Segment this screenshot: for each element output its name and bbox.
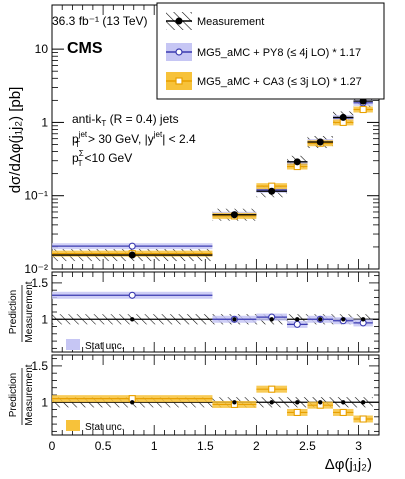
ratio-measurement-marker xyxy=(269,400,274,405)
ratio-y-tick-label: 1 xyxy=(41,395,48,409)
ratio-marker xyxy=(293,408,301,417)
ratio-measurement-marker xyxy=(295,400,300,405)
jet-cut-annotation: pjet T > 30 GeV, |yjet| < 2.4 xyxy=(72,130,196,149)
measurement-marker xyxy=(293,158,301,166)
legend-measurement-label: Measurement xyxy=(197,16,264,28)
legend-ca3-marker xyxy=(175,77,183,85)
ratio-ca3-y-label: Prediction Measurement xyxy=(8,364,35,425)
ratio-plot-ca3-area: 1 1.5 0 0.5 1 1.5 2 2.5 3 xyxy=(31,358,379,453)
main-y-tick-label: 10⁻² xyxy=(24,262,48,276)
ratio-measurement-marker xyxy=(269,317,274,322)
ratio-marker xyxy=(128,291,136,299)
legend-measurement-marker xyxy=(175,17,183,25)
legend-py8-label: MG5_aMC + PY8 (≤ 4j LO) * 1.17 xyxy=(197,47,361,59)
measurement-marker xyxy=(230,211,238,219)
cms-label: CMS xyxy=(67,40,103,57)
ratio-py8-y-label-top: Prediction xyxy=(8,290,19,334)
ratio-ca3-y-label-top: Prediction xyxy=(8,373,19,417)
ratio-y-tick-label: 1 xyxy=(41,312,48,326)
ratio-measurement-marker xyxy=(232,400,237,405)
ratio-py8-y-label-bottom: Measurement xyxy=(24,281,35,342)
selection-annotations: anti-kT (R = 0.4) jets pjet T > 30 GeV, |y… xyxy=(72,112,196,168)
ratio-measurement-marker xyxy=(341,400,346,405)
jets-annotation: anti-kT (R = 0.4) jets xyxy=(72,112,179,128)
measurement-marker xyxy=(268,187,276,195)
ratio-marker xyxy=(268,385,276,393)
main-y-tick-label: 1 xyxy=(41,115,48,129)
ratio-measurement-marker xyxy=(318,400,323,405)
lumi-label: 36.3 fb⁻¹ (13 TeV) xyxy=(52,14,148,28)
ratio-measurement-marker xyxy=(360,317,366,322)
measurement-marker xyxy=(339,113,347,121)
x-tick-label: 0 xyxy=(49,439,56,453)
x-tick-label: 1.5 xyxy=(197,439,214,453)
py8-stat-unc-swatch xyxy=(66,339,80,350)
py8-marker xyxy=(128,242,136,250)
main-y-tick-label: 10⁻¹ xyxy=(24,189,48,203)
ratio-marker xyxy=(359,415,367,423)
legend-box xyxy=(156,2,385,100)
legend-ca3-label: MG5_aMC + CA3 (≤ 3j LO) * 1.27 xyxy=(197,76,362,88)
ca3-marker xyxy=(359,105,367,114)
ratio-marker xyxy=(293,320,301,328)
ca3-stat-unc-label: Stat unc. xyxy=(85,422,124,433)
main-plot-area: 10⁻² 10⁻¹ 1 10 xyxy=(24,5,380,435)
ptbal-cut-annotation: pΣ T <10 GeV xyxy=(72,149,132,168)
ratio-measurement-marker xyxy=(295,317,300,322)
ratio-y-tick-label: 1.5 xyxy=(31,276,48,290)
ratio-y-tick-label: 1.5 xyxy=(31,359,48,373)
measurement-marker xyxy=(316,138,324,146)
ratio-ca3-y-label-bottom: Measurement xyxy=(24,364,35,425)
ratio-plot-py8-area: 11.5 xyxy=(31,275,379,349)
ratio-measurement-marker xyxy=(130,317,135,322)
main-y-axis-label: dσ/dΔφ(j₁j₂) [pb] xyxy=(7,87,24,194)
x-tick-label: 0.5 xyxy=(95,439,112,453)
main-y-tick-label: 10 xyxy=(35,42,49,56)
legend-py8-marker xyxy=(175,48,183,56)
ratio-py8-y-label: Prediction Measurement xyxy=(8,281,35,342)
ratio-measurement-marker xyxy=(360,400,366,405)
x-axis-label: Δφ(j₁j₂) xyxy=(325,456,372,473)
x-tick-label: 1 xyxy=(151,439,158,453)
x-tick-label: 3 xyxy=(355,439,362,453)
ratio-measurement-marker xyxy=(232,317,237,322)
ratio-marker xyxy=(339,408,347,417)
ca3-stat-unc-swatch xyxy=(66,420,80,431)
x-tick-label: 2.5 xyxy=(299,439,316,453)
ratio-panel-py8-frame xyxy=(51,271,380,353)
ratio-measurement-marker xyxy=(341,317,346,322)
ratio-measurement-marker xyxy=(130,400,135,405)
x-tick-label: 2 xyxy=(253,439,260,453)
ratio-measurement-marker xyxy=(318,317,323,322)
py8-stat-unc-label: Stat unc. xyxy=(85,341,124,352)
measurement-marker xyxy=(128,251,136,259)
legend: Measurement MG5_aMC + PY8 (≤ 4j LO) * 1.… xyxy=(156,2,385,100)
